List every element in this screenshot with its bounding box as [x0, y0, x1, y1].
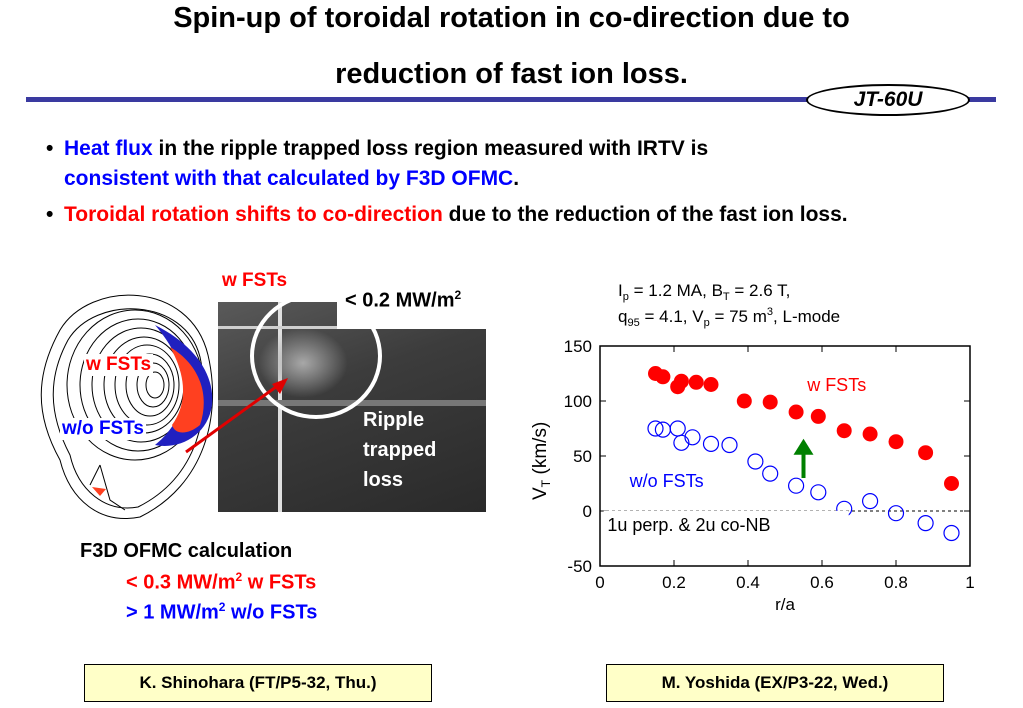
chart-labels: r/a VT​ (km/s) w FSTs w/o FSTs 1u perp. & 2u…: [530, 375, 866, 614]
y-tick-label: 150: [564, 337, 592, 356]
bullet-item: Toroidal rotation shifts to co-direction…: [46, 200, 966, 230]
point-wofst: [887, 505, 905, 522]
ofmc-heading: F3D OFMC calculation: [80, 540, 293, 562]
flux-label-box: [337, 283, 497, 329]
wfst-top-label: w FSTs: [222, 270, 288, 291]
point-wfst: [918, 445, 934, 461]
divertor-marker: [92, 487, 106, 496]
x-axis-label: r/a: [775, 595, 795, 614]
ref-right: M. Yoshida (EX/P3-22, Wed.): [606, 664, 944, 702]
loss-region-red: [170, 347, 204, 433]
point-wofst: [647, 420, 664, 437]
ripple-label: Ripple trapped loss: [363, 409, 437, 491]
y-tick-label: -50: [567, 557, 592, 576]
x-tick-label: 0.6: [810, 573, 834, 592]
ref-left: K. Shinohara (FT/P5-32, Thu.): [84, 664, 432, 702]
point-wfst: [762, 394, 778, 410]
point-wofst: [810, 484, 827, 501]
bullet1-highlight-heat-flux: Heat flux: [64, 137, 153, 160]
page-title-line1: Spin-up of toroidal rotation in co-direc…: [173, 2, 850, 34]
rotation-chart: Ip​ = 1.2 MA, BT​ = 2.6 T, q95​ = 4.1, Vp…: [530, 281, 975, 614]
ofmc-line-wofst: > 1 MW/m2 w/o FSTs: [126, 600, 318, 624]
chart-params-line1: Ip​ = 1.2 MA, BT​ = 2.6 T,: [618, 281, 790, 303]
y-tick-label: 100: [564, 392, 592, 411]
point-wfst: [944, 476, 959, 491]
point-wfst: [688, 374, 704, 390]
y-tick-label: 0: [583, 502, 592, 521]
bullet-list: Heat flux in the ripple trapped loss reg…: [46, 134, 966, 230]
point-wfst: [673, 373, 689, 389]
point-wofst: [917, 515, 934, 532]
point-wofst: [673, 434, 690, 451]
tokamak-cross-section: [40, 294, 214, 519]
x-tick-label: 1: [965, 573, 974, 592]
shift-arrow-head: [793, 438, 814, 455]
ripple-circle: [250, 293, 382, 419]
title-underline: [26, 97, 996, 102]
point-wfst: [888, 434, 904, 450]
flux-label: < 0.2 MW/m2: [345, 288, 462, 312]
chart-points: [647, 366, 960, 542]
point-wofst: [684, 429, 701, 446]
point-wofst: [862, 493, 879, 510]
chart-params-line2: q95​ = 4.1, Vp​ = 75 m3​, L-mode: [618, 306, 840, 329]
point-wofst: [721, 436, 738, 454]
series-label-wofst: w/o FSTs: [629, 471, 704, 491]
x-tick-label: 0.2: [662, 573, 686, 592]
wfst-diagram-label: w FSTs: [84, 354, 154, 376]
y-tick-label: 50: [573, 447, 592, 466]
point-wfst: [736, 393, 752, 409]
point-wofst: [762, 465, 779, 482]
bullet2-text: due to the reduction of the fast ion los…: [442, 203, 848, 226]
point-wfst: [703, 377, 719, 392]
annotation-box: [603, 510, 849, 539]
bullet-item: Heat flux in the ripple trapped loss reg…: [46, 134, 966, 194]
point-wfst: [810, 408, 826, 424]
jt60u-badge: JT-60U: [806, 84, 970, 116]
annotation-text: 1u perp. & 2u co-NB: [607, 515, 770, 535]
series-label-wfst: w FSTs: [806, 375, 866, 395]
point-wofst: [788, 477, 805, 494]
point-wfst: [862, 426, 878, 442]
point-wofst: [702, 435, 720, 452]
bullet1-period: .: [513, 167, 520, 190]
x-tick-label: 0.8: [884, 573, 908, 592]
point-wfst: [655, 369, 671, 385]
point-wfst: [836, 423, 852, 439]
page-title-line2: reduction of fast ion loss.: [335, 58, 688, 90]
point-wofst: [747, 453, 764, 470]
x-tick-label: 0.4: [736, 573, 760, 592]
ofmc-line-wfst: < 0.3 MW/m2 w FSTs: [126, 570, 317, 594]
x-tick-label: 0: [595, 573, 604, 592]
pointer-arrow: [185, 378, 288, 454]
bullet1-highlight-consistent: consistent with that calculated by F3D O…: [64, 167, 514, 190]
chart-params: Ip​ = 1.2 MA, BT​ = 2.6 T, q95​ = 4.1, Vp…: [618, 281, 840, 329]
bullet1-text: in the ripple trapped loss region measur…: [152, 137, 709, 160]
point-wfst: [788, 404, 804, 420]
wofst-diagram-label: w/o FSTs: [60, 418, 146, 440]
y-axis-label: VT​ (km/s): [530, 422, 553, 500]
bullet2-highlight: Toroidal rotation shifts to co-direction: [64, 203, 443, 226]
point-wofst: [943, 524, 960, 542]
